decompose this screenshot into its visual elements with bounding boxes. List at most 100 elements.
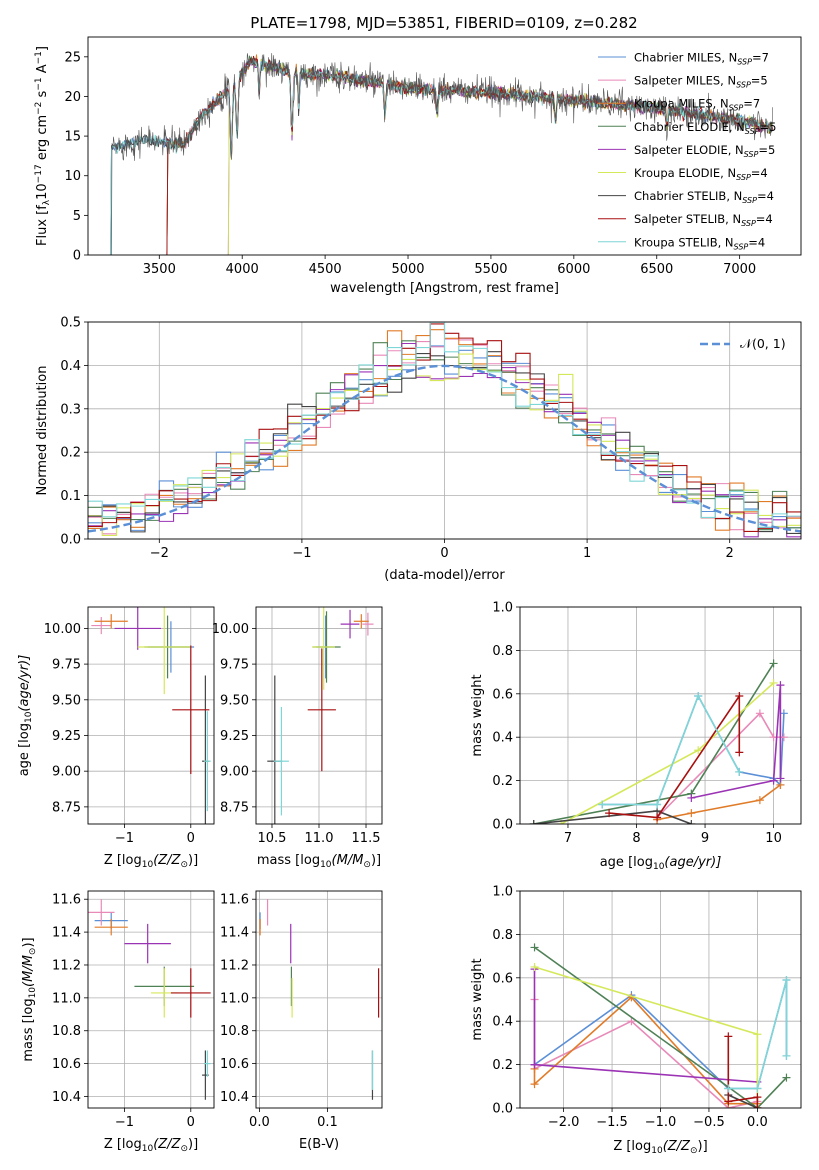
y-tick-label: 10.6 bbox=[220, 1057, 249, 1072]
plot-area bbox=[88, 899, 211, 1100]
label-part: Kroupa STELIB, N bbox=[634, 235, 734, 249]
plot-area bbox=[259, 899, 380, 1100]
weight-marker bbox=[735, 691, 744, 700]
x-axis-label: Z [log10(Z/Z⊙)] bbox=[104, 1137, 198, 1154]
figure-title: PLATE=1798, MJD=53851, FIBERID=0109, z=0… bbox=[250, 14, 637, 32]
label-part: Z [log bbox=[104, 1137, 142, 1152]
mass-vs-ebv-panel: 0.0 0.1 10.4 10.6 10.8 11.0 11.2 11.4 11.6 E(B-V) bbox=[220, 890, 383, 1152]
x-tick-label: 0 bbox=[187, 831, 195, 846]
legend-entry: Chabrier MILES, NSSP=7 bbox=[634, 51, 769, 67]
legend-entry: 𝒩(0, 1) bbox=[740, 336, 786, 351]
y-tick-label: 25 bbox=[64, 50, 81, 65]
label-part: Chabrier STELIB, N bbox=[634, 189, 742, 203]
weight-marker bbox=[755, 796, 764, 805]
x-tick-label: −1 bbox=[292, 546, 311, 561]
y-tick-label: 11.4 bbox=[52, 926, 81, 941]
x-tick-label: 7 bbox=[564, 831, 572, 846]
x-tick-label: 1 bbox=[583, 546, 591, 561]
legend-entry: Kroupa ELODIE, NSSP=4 bbox=[634, 166, 768, 182]
weight-line bbox=[602, 694, 785, 806]
legend-entry: Chabrier ELODIE, NSSP=5 bbox=[634, 120, 776, 136]
label-part: −17 bbox=[34, 164, 44, 183]
y-tick-label: 0.8 bbox=[492, 928, 513, 943]
legend-entry: Salpeter ELODIE, NSSP=5 bbox=[634, 143, 775, 159]
y-tick-label: 0.4 bbox=[492, 731, 513, 746]
legend-entry: Kroupa STELIB, NSSP=4 bbox=[634, 235, 765, 251]
weight-line bbox=[656, 784, 781, 821]
weight-line bbox=[691, 685, 782, 799]
x-tick-label: 0.0 bbox=[747, 1115, 768, 1130]
weight-marker bbox=[782, 1073, 791, 1082]
label-part: Chabrier ELODIE, N bbox=[634, 120, 745, 134]
legend-entry: Salpeter STELIB, NSSP=4 bbox=[634, 212, 773, 228]
x-tick-label: 8 bbox=[632, 831, 640, 846]
axes-frame bbox=[87, 36, 802, 256]
label-part: (age/yr)] bbox=[664, 855, 721, 870]
weight-marker bbox=[653, 800, 662, 809]
weight-line bbox=[533, 662, 775, 824]
weight-marker bbox=[735, 748, 744, 757]
weight-line bbox=[533, 969, 758, 1083]
weight-marker bbox=[694, 691, 703, 700]
label-part: 10 bbox=[24, 711, 34, 723]
label-part: Z [log bbox=[104, 853, 142, 868]
label-part: SSP bbox=[729, 104, 744, 113]
label-part: =4 bbox=[757, 189, 774, 203]
weight-marker bbox=[598, 800, 607, 809]
weight-marker bbox=[753, 1030, 762, 1039]
legend-entry: Chabrier STELIB, NSSP=4 bbox=[634, 189, 774, 205]
residuals-panel: −2 −1 0 1 2 0.0 0.1 0.2 0.3 0.4 0.5 𝒩(0, 1) (data-mo… bbox=[35, 316, 802, 583]
y-tick-label: 10.00 bbox=[44, 622, 81, 637]
weight-marker bbox=[687, 809, 696, 818]
label-part: (Z/Z bbox=[663, 1139, 691, 1154]
x-tick-label: −1 bbox=[115, 831, 134, 846]
label-part: age [log bbox=[600, 855, 653, 870]
y-axis-label: age [log10(age/yr)] bbox=[17, 655, 34, 777]
y-tick-label: 10.00 bbox=[212, 622, 249, 637]
y-tick-label: 11.6 bbox=[220, 893, 249, 908]
label-part: erg cm bbox=[35, 115, 50, 164]
label-part: =5 bbox=[758, 143, 775, 157]
x-tick-label: 2 bbox=[726, 546, 734, 561]
label-part: λ bbox=[42, 199, 52, 205]
x-tick-label: 4000 bbox=[226, 262, 259, 277]
y-tick-label: 1.0 bbox=[492, 885, 513, 900]
y-tick-label: 0.0 bbox=[60, 533, 81, 548]
label-part: E(B-V) bbox=[299, 1137, 339, 1152]
x-tick-label: 5000 bbox=[391, 262, 424, 277]
label-part: )] bbox=[188, 1137, 198, 1152]
y-tick-label: 11.0 bbox=[52, 991, 81, 1006]
y-axis-label: mass [log10(M/M⊙)] bbox=[21, 937, 38, 1061]
y-tick-label: 0.0 bbox=[492, 1102, 513, 1117]
label-part: age [log bbox=[17, 723, 32, 776]
spectrum-data-line bbox=[109, 53, 773, 255]
label-part: (Z/Z bbox=[153, 1137, 181, 1152]
weight-marker bbox=[776, 681, 785, 690]
label-part: SSP bbox=[745, 127, 760, 136]
age-vs-mass-panel: 10.5 11.0 11.5 8.75 9.00 9.25 9.50 9.75 10.00 mas… bbox=[212, 606, 383, 870]
y-tick-label: 0 bbox=[73, 249, 81, 264]
weight-marker bbox=[724, 1032, 733, 1041]
weight-line bbox=[656, 711, 784, 819]
x-tick-label: −1.0 bbox=[645, 1115, 677, 1130]
x-tick-label: 0 bbox=[440, 546, 448, 561]
label-part: SSP bbox=[734, 242, 749, 251]
y-tick-label: 10.6 bbox=[52, 1057, 81, 1072]
label-part: =4 bbox=[748, 235, 765, 249]
label-part: 10 bbox=[28, 987, 38, 999]
y-tick-label: 9.25 bbox=[52, 729, 81, 744]
label-part: Salpeter MILES, N bbox=[634, 74, 736, 88]
y-tick-label: 8.75 bbox=[52, 800, 81, 815]
legend-entry: Kroupa MILES, NSSP=7 bbox=[634, 97, 760, 113]
weight-line bbox=[728, 979, 788, 1090]
y-tick-label: 9.50 bbox=[52, 693, 81, 708]
y-tick-label: 1.0 bbox=[492, 601, 513, 616]
label-part: Z [log bbox=[613, 1139, 651, 1154]
y-tick-label: 0.4 bbox=[60, 359, 81, 374]
x-tick-label: 0.0 bbox=[249, 1115, 270, 1130]
label-part: =5 bbox=[760, 120, 777, 134]
weight-marker bbox=[529, 820, 538, 824]
plot-area bbox=[109, 53, 774, 255]
